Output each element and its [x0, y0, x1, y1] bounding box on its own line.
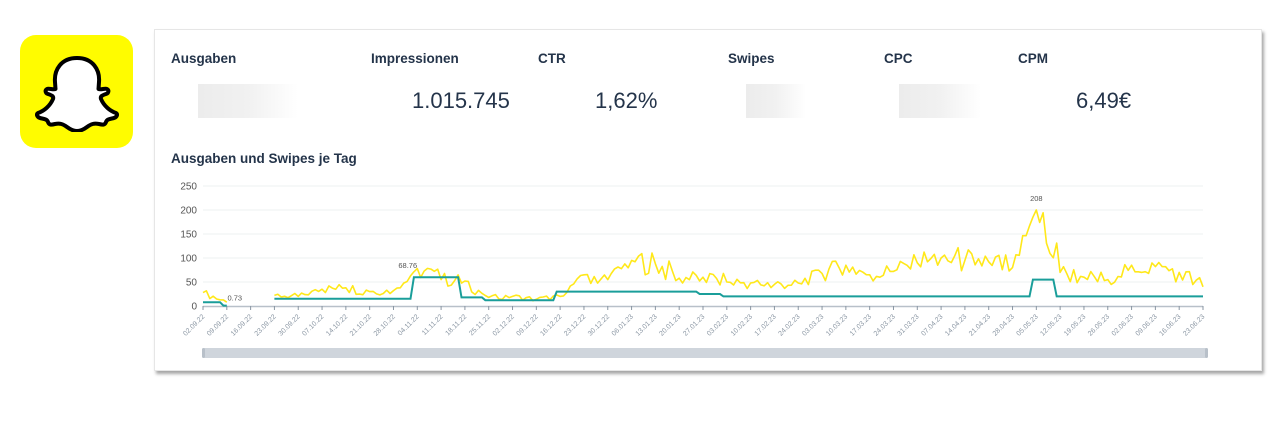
kpi-label-cpm: CPM	[1018, 51, 1048, 66]
chart-title: Ausgaben und Swipes je Tag	[171, 151, 357, 166]
x-tick-label: 25.11.22	[468, 313, 492, 337]
x-tick-label: 02.06.23	[1111, 313, 1135, 337]
x-tick-label: 09.09.22	[206, 313, 230, 337]
x-tick-label: 12.05.23	[1039, 313, 1063, 337]
x-tick-label: 18.11.22	[444, 313, 468, 337]
x-tick-label: 23.12.22	[563, 313, 587, 337]
x-tick-label: 03.02.23	[706, 313, 730, 337]
data-label: 68.76	[398, 261, 417, 270]
data-label: 208	[1030, 194, 1043, 203]
scrollbar-left-handle[interactable]	[202, 348, 205, 358]
x-tick-label: 19.05.23	[1063, 313, 1087, 337]
x-tick-label: 21.04.23	[968, 313, 992, 337]
x-tick-label: 30.12.22	[587, 313, 611, 337]
kpi-label-cpc: CPC	[884, 51, 913, 66]
x-tick-label: 05.05.23	[1016, 313, 1040, 337]
x-tick-label: 23.06.23	[1182, 313, 1206, 337]
y-tick-label: 250	[180, 182, 197, 193]
x-tick-label: 02.09.22	[182, 313, 206, 337]
x-tick-label: 06.01.23	[611, 313, 635, 337]
x-tick-label: 31.03.23	[896, 313, 920, 337]
kpi-label-impressionen: Impressionen	[371, 51, 459, 66]
x-tick-label: 16.06.23	[1158, 313, 1182, 337]
x-tick-label: 10.02.23	[730, 313, 754, 337]
x-tick-label: 13.01.23	[635, 313, 659, 337]
snapchat-logo	[20, 35, 133, 148]
data-label: 0.73	[228, 294, 243, 303]
stats-card: Ausgaben Impressionen 1.015.745 CTR 1,62…	[154, 29, 1262, 371]
kpi-value-swipes-redacted	[746, 84, 806, 118]
x-tick-label: 21.10.22	[349, 313, 373, 337]
x-tick-label: 07.10.22	[301, 313, 325, 337]
kpi-value-ausgaben-redacted	[198, 84, 298, 118]
x-tick-label: 10.03.23	[825, 313, 849, 337]
chart-range-scrollbar[interactable]	[202, 348, 1208, 358]
kpi-value-cpc-redacted	[899, 84, 981, 118]
kpi-value-impressionen: 1.015.745	[412, 88, 510, 113]
x-tick-label: 14.04.23	[944, 313, 968, 337]
x-tick-label: 17.02.23	[754, 313, 778, 337]
x-tick-label: 09.06.23	[1135, 313, 1159, 337]
y-tick-label: 50	[186, 278, 198, 289]
scrollbar-right-handle[interactable]	[1205, 348, 1208, 358]
x-tick-label: 23.09.22	[254, 313, 278, 337]
x-tick-label: 28.10.22	[373, 313, 397, 337]
kpi-label-swipes: Swipes	[728, 51, 775, 66]
x-tick-label: 17.03.23	[849, 313, 873, 337]
x-tick-label: 03.03.23	[801, 313, 825, 337]
x-tick-label: 02.12.22	[492, 313, 516, 337]
x-tick-label: 14.10.22	[325, 313, 349, 337]
kpi-label-ausgaben: Ausgaben	[171, 51, 237, 66]
kpi-value-cpm: 6,49€	[1076, 88, 1132, 113]
x-tick-label: 24.03.23	[873, 313, 897, 337]
kpi-label-ctr: CTR	[538, 51, 566, 66]
y-tick-label: 100	[180, 254, 197, 265]
x-tick-label: 07.04.23	[920, 313, 944, 337]
x-tick-label: 16.09.22	[230, 313, 254, 337]
kpi-value-ctr: 1,62%	[595, 88, 658, 113]
x-tick-label: 09.12.22	[516, 313, 540, 337]
x-tick-label: 27.01.23	[682, 313, 706, 337]
snapchat-ghost-icon	[34, 55, 119, 132]
y-tick-label: 200	[180, 206, 197, 217]
swipes-line	[202, 209, 1204, 303]
x-tick-label: 26.05.23	[1087, 313, 1111, 337]
x-tick-label: 24.02.23	[777, 313, 801, 337]
x-tick-label: 28.04.23	[992, 313, 1016, 337]
y-tick-label: 150	[180, 230, 197, 241]
x-tick-label: 20.01.23	[658, 313, 682, 337]
x-tick-label: 04.11.22	[397, 313, 421, 337]
ausgaben-line	[203, 276, 1203, 307]
x-tick-label: 16.12.22	[539, 313, 563, 337]
x-tick-label: 30.09.22	[277, 313, 301, 337]
y-tick-label: 0	[191, 302, 197, 313]
x-tick-label: 11.11.22	[421, 313, 445, 337]
